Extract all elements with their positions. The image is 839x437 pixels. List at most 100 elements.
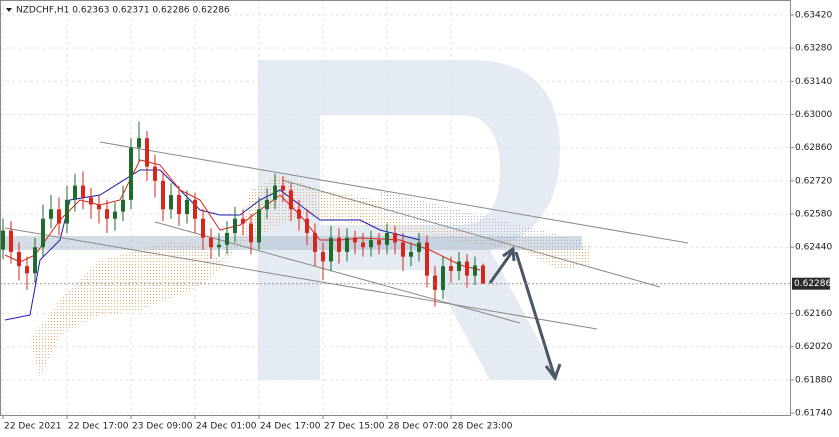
candle-body — [369, 240, 373, 248]
candle-body — [305, 218, 309, 233]
candle-body — [73, 185, 77, 200]
y-tick-label: 0.63000 — [795, 110, 832, 120]
y-tick-label: 0.63140 — [795, 77, 832, 87]
candle-body — [1, 230, 5, 250]
watermark — [258, 60, 560, 380]
candle-body — [201, 218, 205, 238]
y-tick-label: 0.62720 — [795, 176, 832, 186]
x-tick-label: 23 Dec 09:00 — [132, 422, 193, 432]
candle-body — [265, 199, 269, 210]
candle-body — [385, 232, 389, 245]
candle-body — [49, 209, 53, 219]
trend-line — [4, 227, 598, 330]
x-tick-label: 27 Dec 15:00 — [324, 422, 385, 432]
candle-body — [433, 275, 437, 290]
y-tick-label: 0.61740 — [795, 409, 832, 419]
candle-body — [113, 211, 117, 219]
candle-body — [185, 199, 189, 215]
candle-body — [393, 232, 397, 243]
candle-body — [449, 266, 453, 271]
support-band — [0, 236, 582, 250]
candle-body — [9, 230, 13, 252]
y-tick-label: 0.62440 — [795, 243, 832, 253]
candle-body — [273, 185, 277, 200]
candle-body — [425, 242, 429, 276]
candle-body — [25, 266, 29, 274]
x-tick-label: 22 Dec 17:00 — [68, 422, 129, 432]
x-tick-label: 22 Dec 2021 — [4, 422, 62, 432]
candle-body — [297, 209, 301, 219]
candle-body — [177, 195, 181, 215]
candle-body — [225, 232, 229, 245]
menu-triangle — [6, 8, 12, 12]
candle-body — [153, 166, 157, 181]
candle-body — [33, 247, 37, 274]
candle-body — [161, 180, 165, 210]
y-tick-label: 0.62020 — [795, 342, 832, 352]
forecast-arrows — [488, 246, 562, 382]
x-tick-label: 28 Dec 07:00 — [388, 422, 449, 432]
candle-body — [193, 199, 197, 219]
candle-body — [457, 261, 461, 271]
tenkan-line — [4, 159, 481, 271]
candle-body — [241, 218, 245, 224]
candle-body — [313, 232, 317, 252]
candle-body — [17, 251, 21, 267]
candle-body — [217, 244, 221, 248]
candle-body — [57, 209, 61, 224]
arrow — [488, 251, 514, 284]
candle-body — [249, 223, 253, 243]
candle-body — [353, 237, 357, 243]
candle-body — [345, 237, 349, 252]
candle-body — [105, 209, 109, 219]
candle-body — [81, 185, 85, 198]
candle-body — [377, 240, 381, 245]
trend-line — [99, 141, 689, 244]
arrow-head — [502, 246, 516, 262]
candle-body — [401, 242, 405, 257]
chart-title: NZDCHF,H1 0.62363 0.62371 0.62286 0.6228… — [16, 6, 230, 16]
candle-body — [417, 242, 421, 252]
x-tick-label: 24 Dec 01:00 — [196, 422, 257, 432]
arrow — [514, 251, 556, 376]
candle-body — [209, 237, 213, 248]
y-tick-label: 0.62160 — [795, 309, 832, 319]
y-tick-label: 0.62580 — [795, 210, 832, 220]
last-price-label: 0.62286 — [794, 279, 831, 289]
y-tick-label: 0.62860 — [795, 143, 832, 153]
x-tick-label: 28 Dec 23:00 — [452, 422, 513, 432]
y-tick-label: 0.63420 — [795, 10, 832, 20]
candle-body — [289, 190, 293, 210]
candle-body — [361, 242, 365, 248]
candle-body — [145, 138, 149, 167]
candle-body — [337, 237, 341, 252]
candle-body — [89, 197, 93, 205]
y-tick-label: 0.63280 — [795, 44, 832, 54]
arrow-head — [544, 363, 562, 382]
trend-line — [281, 179, 661, 288]
candle-body — [129, 147, 133, 200]
last-price-box — [792, 277, 830, 290]
candle-body — [281, 185, 285, 191]
trend-lines — [4, 141, 689, 330]
trend-line — [154, 221, 521, 324]
candle-body — [121, 199, 125, 212]
kijun-line — [4, 169, 421, 321]
x-tick-label: 24 Dec 17:00 — [260, 422, 321, 432]
plot-frame — [0, 0, 791, 416]
candle-body — [41, 218, 45, 248]
candle-body — [137, 138, 141, 148]
candle-body — [409, 251, 413, 257]
candle-body — [169, 195, 173, 210]
candle-body — [473, 265, 477, 276]
candle-body — [65, 199, 69, 224]
candle-body — [97, 204, 101, 210]
candle-body — [257, 209, 261, 243]
ichimoku-cloud-2 — [380, 190, 580, 250]
candle-body — [465, 261, 469, 276]
candle-body — [441, 266, 445, 290]
y-tick-label: 0.61880 — [795, 375, 832, 385]
candle-body — [329, 237, 333, 262]
candle-body — [321, 251, 325, 262]
